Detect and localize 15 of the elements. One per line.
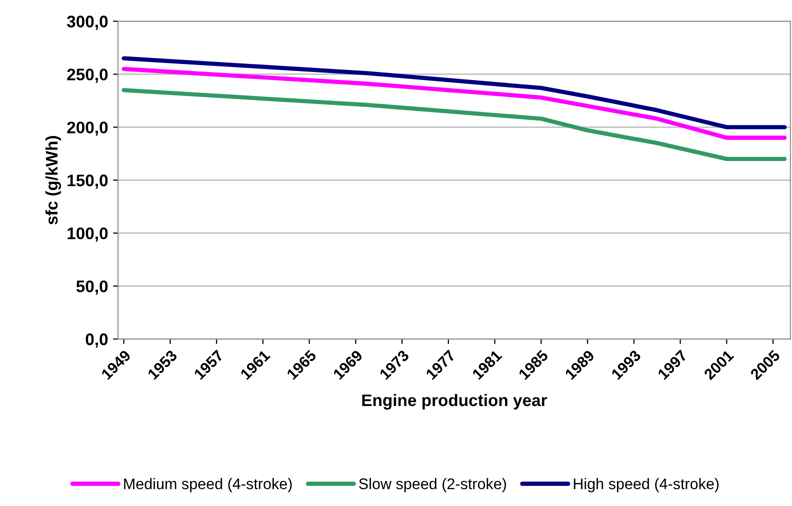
legend-label: Slow speed (2-stroke) (359, 478, 506, 492)
line-series (122, 88, 787, 162)
y-tick-label: 100,0 (68, 228, 108, 242)
y-tick-label: 50,0 (76, 280, 108, 295)
line-series (122, 66, 787, 140)
y-tick-label: 250,0 (67, 68, 108, 83)
y-tick-label: 300,0 (66, 16, 108, 30)
legend-label: High speed (4-stroke) (574, 478, 719, 492)
y-tick-label: 150,0 (68, 174, 108, 189)
x-axis-title: Engine production year (362, 394, 548, 410)
y-tick-label: 0,0 (86, 333, 108, 348)
legend-label: Medium speed (4-stroke) (124, 478, 292, 492)
y-axis-title: sfc (g/kWh) (45, 136, 62, 224)
line-series (122, 56, 787, 130)
y-tick-label: 200,0 (67, 122, 108, 136)
